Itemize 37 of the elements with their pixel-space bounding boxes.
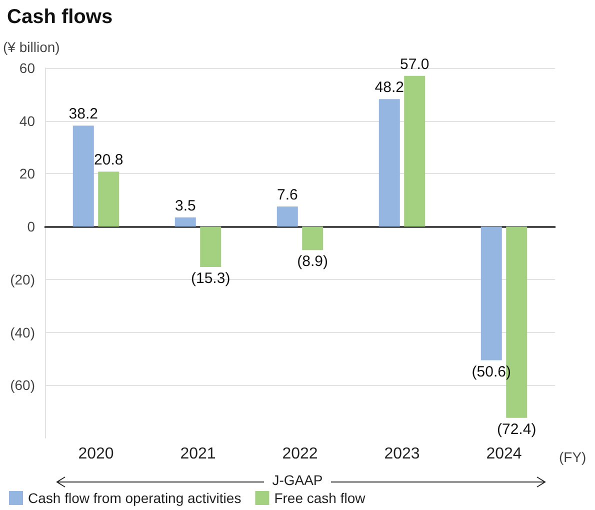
y-tick-label: 60 [19, 60, 36, 76]
data-label: (8.9) [297, 253, 328, 270]
chart-title: Cash flows [7, 6, 113, 28]
data-label: 57.0 [400, 56, 430, 73]
bar [98, 172, 120, 227]
data-label: 20.8 [94, 152, 124, 169]
x-tick-label: 2023 [384, 446, 420, 462]
x-axis-title: (FY) [559, 449, 586, 465]
data-label: (72.4) [497, 420, 536, 438]
y-tick-label: 20 [19, 166, 36, 182]
data-label: 38.2 [68, 106, 98, 123]
bar [404, 76, 426, 227]
legend-label: Free cash flow [274, 490, 366, 506]
bar [276, 206, 298, 227]
y-axis-title: (¥ billion) [3, 39, 60, 55]
data-label: 7.6 [276, 186, 298, 204]
y-tick-label: 0 [27, 218, 36, 235]
bar [200, 226, 222, 268]
bar [72, 126, 94, 227]
bar [378, 99, 400, 227]
y-tick-label: 40 [19, 112, 36, 129]
x-tick-label: 2020 [78, 446, 114, 462]
y-tick-label: (60) [10, 377, 35, 394]
legend-label: Cash flow from operating activities [28, 490, 242, 506]
data-label: 3.5 [174, 197, 196, 214]
x-tick-label: 2022 [282, 446, 318, 462]
y-tick-label: (40) [10, 324, 35, 340]
bar [302, 226, 324, 250]
text: J-GAAP [264, 472, 331, 488]
bar [480, 226, 502, 360]
x-tick-label: 2021 [180, 446, 216, 462]
data-label: (15.3) [191, 270, 230, 288]
bar [174, 217, 196, 227]
x-tick-label: 2024 [486, 446, 522, 462]
y-tick-label: (20) [10, 271, 35, 288]
data-label: 48.2 [374, 79, 404, 96]
data-label: (50.6) [472, 363, 511, 380]
